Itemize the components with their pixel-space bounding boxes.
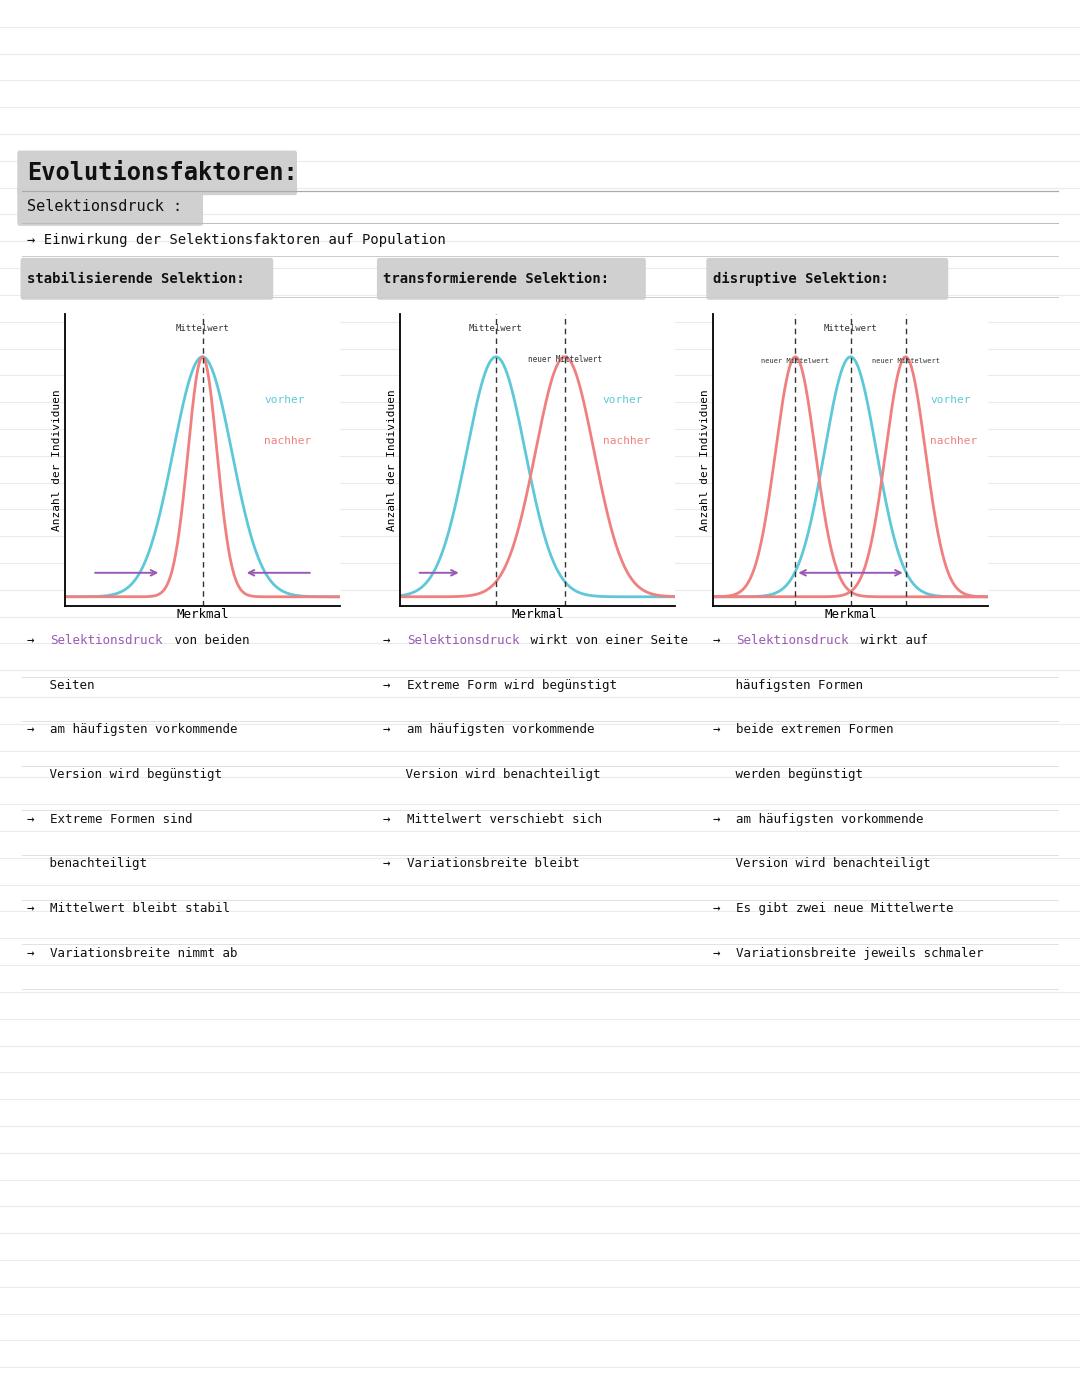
Text: werden begünstigt: werden begünstigt [713,768,863,781]
Text: → Einwirkung der Selektionsfaktoren auf Population: → Einwirkung der Selektionsfaktoren auf … [27,233,446,247]
FancyBboxPatch shape [377,258,646,300]
Text: Variationsbreite nimmt ab: Variationsbreite nimmt ab [51,947,238,959]
Text: wirkt auf: wirkt auf [853,634,928,647]
X-axis label: Merkmal: Merkmal [176,608,229,620]
Text: →: → [713,813,735,825]
Text: Version wird benachteiligt: Version wird benachteiligt [383,768,600,781]
Text: Mittelwert verschiebt sich: Mittelwert verschiebt sich [407,813,602,825]
Text: transformierende Selektion:: transformierende Selektion: [383,272,609,286]
Text: Extreme Form wird begünstigt: Extreme Form wird begünstigt [407,679,617,691]
Text: vorher: vorher [930,395,971,406]
Text: →: → [27,947,50,959]
Text: Selektionsdruck: Selektionsdruck [737,634,849,647]
Text: vorher: vorher [603,395,644,406]
FancyBboxPatch shape [17,187,203,226]
Text: am häufigsten vorkommende: am häufigsten vorkommende [51,723,238,736]
Text: stabilisierende Selektion:: stabilisierende Selektion: [27,272,245,286]
Text: →: → [383,813,406,825]
Text: →: → [713,902,735,914]
Text: neuer Mittelwert: neuer Mittelwert [872,358,940,364]
FancyBboxPatch shape [21,258,273,300]
Text: benachteiligt: benachteiligt [27,857,147,870]
Y-axis label: Anzahl der Individuen: Anzahl der Individuen [700,389,710,531]
Text: Seiten: Seiten [27,679,95,691]
Text: Es gibt zwei neue Mittelwerte: Es gibt zwei neue Mittelwerte [737,902,954,914]
Text: Mittelwert bleibt stabil: Mittelwert bleibt stabil [51,902,230,914]
Text: →: → [27,902,50,914]
Text: nachher: nachher [930,436,977,446]
Text: →: → [27,634,50,647]
FancyBboxPatch shape [706,258,948,300]
Text: →: → [27,813,50,825]
X-axis label: Merkmal: Merkmal [511,608,564,620]
Text: von beiden: von beiden [167,634,249,647]
Text: nachher: nachher [265,436,312,446]
Text: Version wird benachteiligt: Version wird benachteiligt [713,857,930,870]
Text: Mittelwert: Mittelwert [176,323,229,333]
Text: Mittelwert: Mittelwert [824,323,877,333]
X-axis label: Merkmal: Merkmal [824,608,877,620]
Text: →: → [27,723,50,736]
Text: am häufigsten vorkommende: am häufigsten vorkommende [737,813,923,825]
Text: Variationsbreite jeweils schmaler: Variationsbreite jeweils schmaler [737,947,984,959]
Text: Selektionsdruck :: Selektionsdruck : [27,199,183,213]
Text: →: → [383,723,406,736]
Y-axis label: Anzahl der Individuen: Anzahl der Individuen [52,389,62,531]
Text: Evolutionsfaktoren:: Evolutionsfaktoren: [27,160,298,185]
Text: Version wird begünstigt: Version wird begünstigt [27,768,222,781]
Text: →: → [383,634,406,647]
Text: Variationsbreite bleibt: Variationsbreite bleibt [407,857,579,870]
FancyBboxPatch shape [17,151,297,195]
Text: beide extremen Formen: beide extremen Formen [737,723,893,736]
Y-axis label: Anzahl der Individuen: Anzahl der Individuen [387,389,396,531]
Text: Selektionsdruck: Selektionsdruck [407,634,519,647]
Text: nachher: nachher [603,436,650,446]
Text: neuer Mittelwert: neuer Mittelwert [761,358,829,364]
Text: →: → [713,634,735,647]
Text: am häufigsten vorkommende: am häufigsten vorkommende [407,723,594,736]
Text: vorher: vorher [265,395,305,406]
Text: Extreme Formen sind: Extreme Formen sind [51,813,193,825]
Text: Selektionsdruck: Selektionsdruck [51,634,163,647]
Text: →: → [383,857,406,870]
Text: häufigsten Formen: häufigsten Formen [713,679,863,691]
Text: Mittelwert: Mittelwert [469,323,523,333]
Text: →: → [713,723,735,736]
Text: disruptive Selektion:: disruptive Selektion: [713,272,889,286]
Text: wirkt von einer Seite: wirkt von einer Seite [524,634,688,647]
Text: →: → [383,679,406,691]
Text: neuer Mittelwert: neuer Mittelwert [528,355,602,364]
Text: →: → [713,947,735,959]
